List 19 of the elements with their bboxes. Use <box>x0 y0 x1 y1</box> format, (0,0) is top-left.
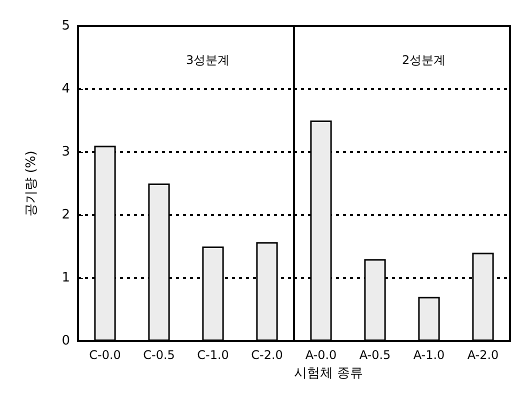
x-tick-label: C-0.5 <box>143 348 175 362</box>
x-axis-title: 시험체 종류 <box>294 366 364 381</box>
y-tick-label: 4 <box>62 82 70 96</box>
y-tick-label: 1 <box>62 270 70 286</box>
text: 3성분계 <box>186 53 230 67</box>
bar <box>418 296 440 341</box>
y-tick-label: 3 <box>62 144 70 160</box>
x-tick-label: C-0.0 <box>89 348 121 362</box>
y-tick-label: 2 <box>62 208 70 222</box>
x-tick-label: C-1.0 <box>197 348 229 362</box>
y-axis-title: 공기량 (%) <box>24 150 39 216</box>
x-tick-label: A-0.5 <box>359 348 391 362</box>
y-tick-label: 0 <box>62 334 70 348</box>
x-tick-label: C-2.0 <box>251 348 283 362</box>
x-tick-label: A-2.0 <box>467 348 499 362</box>
x-tick-label: A-1.0 <box>413 348 445 362</box>
x-tick-label: A-0.0 <box>305 348 337 362</box>
text: 2성분계 <box>402 53 446 67</box>
y-tick-label: 5 <box>62 18 70 34</box>
